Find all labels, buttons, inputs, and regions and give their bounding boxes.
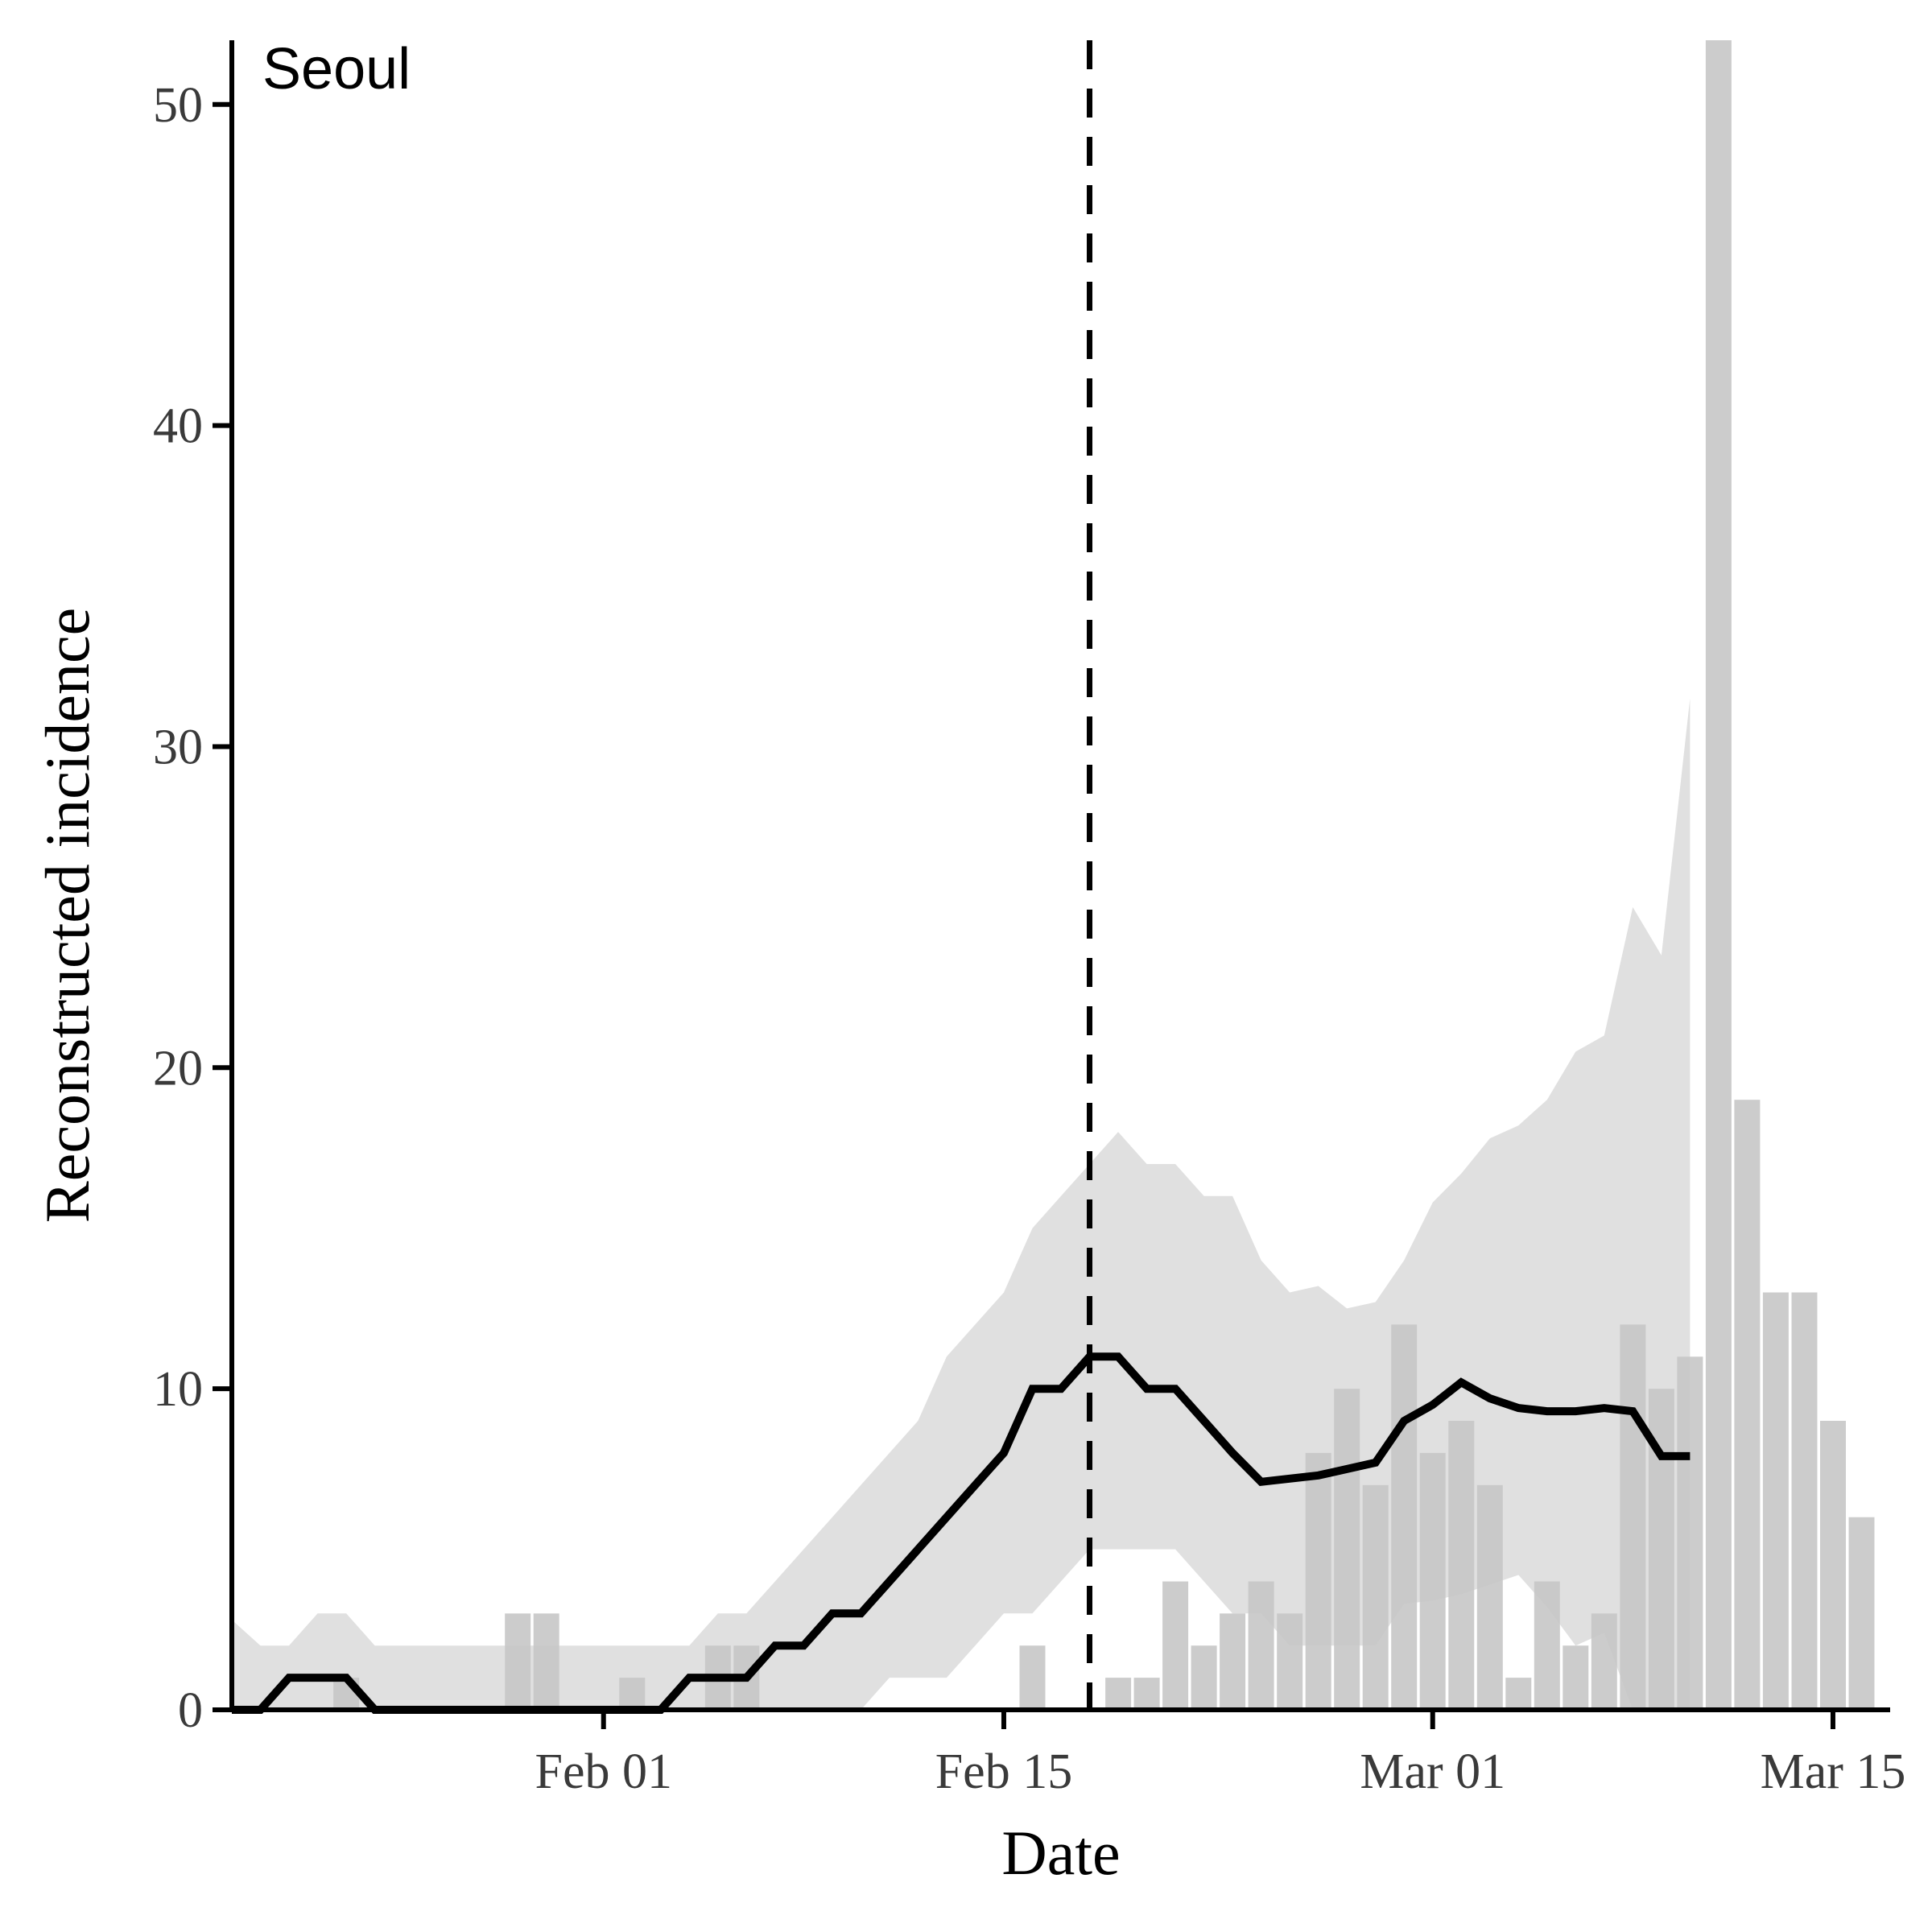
bar-2020-02-25 [1277,1613,1303,1710]
x-tick-label: Feb 15 [935,1744,1073,1799]
bar-2020-03-10 [1677,1356,1703,1710]
y-tick-label: 30 [153,720,203,774]
bar-2020-03-14 [1791,1292,1818,1710]
observed-bars-layer [333,40,1875,1710]
bar-2020-02-27 [1334,1389,1360,1710]
axes-layer [229,40,1890,1712]
bar-2020-03-01 [1419,1452,1446,1710]
bar-2020-03-03 [1476,1484,1503,1710]
y-tick-label: 20 [153,1041,203,1096]
y-ticks: 0 10 20 30 40 50 [153,78,232,1738]
bar-2020-03-04 [1505,1678,1532,1710]
bar-2020-03-16 [1848,1517,1875,1710]
bar-2020-03-05 [1534,1581,1560,1710]
bar-2020-03-13 [1762,1292,1789,1710]
bar-2020-02-26 [1305,1452,1331,1710]
bar-2020-03-15 [1820,1421,1846,1710]
bar-2020-01-29 [505,1613,531,1710]
bar-2020-02-02 [619,1678,646,1710]
bar-2020-03-11 [1705,40,1732,1710]
bar-2020-02-16 [1019,1645,1046,1710]
x-tick-label: Mar 15 [1761,1744,1906,1799]
panel-label: Seoul [262,37,411,101]
bar-2020-02-22 [1191,1645,1217,1710]
y-tick-label: 50 [153,78,203,133]
bar-2020-03-12 [1734,1100,1761,1710]
x-tick-label: Feb 01 [535,1744,672,1799]
bar-2020-02-23 [1220,1613,1246,1710]
y-tick-label: 40 [153,399,203,454]
bar-2020-03-07 [1591,1613,1617,1710]
x-ticks: Feb 01 Feb 15 Mar 01 Mar 15 [535,1710,1905,1799]
y-tick-label: 10 [153,1362,203,1417]
x-axis-title: Date [1001,1818,1120,1888]
bar-2020-02-29 [1391,1324,1418,1710]
bar-2020-02-19 [1105,1678,1132,1710]
y-tick-label: 0 [178,1683,203,1738]
bar-2020-02-21 [1162,1581,1189,1710]
bar-2020-03-06 [1563,1645,1589,1710]
bar-2020-01-30 [533,1613,559,1710]
bar-2020-02-20 [1133,1678,1160,1710]
bar-2020-02-24 [1248,1581,1274,1710]
y-axis-title: Reconstructed incidence [32,608,102,1224]
x-tick-label: Mar 01 [1360,1744,1505,1799]
bar-2020-03-02 [1448,1421,1475,1710]
bar-2020-02-28 [1362,1484,1389,1710]
bar-2020-03-08 [1620,1324,1646,1710]
